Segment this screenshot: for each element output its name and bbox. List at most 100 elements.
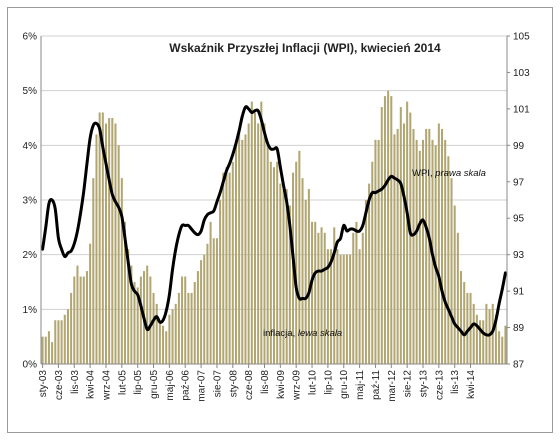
inflation-bar [421, 139, 425, 364]
inflation-bar [406, 101, 409, 364]
inflation-bar [238, 128, 241, 364]
inflation-bar [231, 161, 234, 364]
inflation-bar [101, 112, 104, 364]
inflation-bar [494, 314, 497, 364]
inflation-bar [89, 243, 92, 364]
inflation-bar [212, 238, 215, 364]
inflation-bar [123, 221, 127, 364]
inflation-bar [241, 139, 244, 364]
left-tick-label: 0% [23, 360, 38, 371]
inflation-bar [66, 309, 69, 364]
inflation-bar [333, 227, 336, 364]
inflation-bar [272, 167, 276, 364]
inflation-bar [177, 292, 180, 364]
inflation-bar [504, 325, 507, 364]
inflation-bar [434, 145, 437, 364]
inflation-bar [482, 320, 485, 364]
left-axis-ticks: 0% 1% 2% 3% 4% 5% 6% [23, 32, 38, 371]
inflation-bar [361, 232, 364, 364]
x-tick-label: mar-12 [387, 370, 398, 402]
x-tick-label: sie-07 [212, 370, 223, 398]
inflation-bar [257, 123, 260, 364]
right-tick-label: 93 [513, 250, 525, 261]
inflation-bar [260, 101, 263, 364]
chart-title: Wskaźnik Przyszłej Inflacji (WPI), kwiec… [169, 41, 441, 55]
inflation-bar [253, 112, 256, 364]
wpi-annotation: WPI, prawa skala [412, 168, 486, 179]
inflation-bar [463, 282, 466, 364]
inflation-bar [174, 303, 177, 364]
inflation-bar [47, 331, 50, 364]
x-tick-label: sty-08 [228, 370, 239, 398]
inflation-bar [168, 314, 171, 364]
inflation-bar [127, 249, 130, 364]
x-tick-label: lut-05 [117, 370, 128, 395]
inflation-bar [219, 200, 222, 364]
inflation-bar [374, 139, 377, 364]
inflation-bar [383, 96, 386, 364]
right-tick-label: 103 [513, 68, 530, 79]
x-tick-label: lip-10 [323, 370, 334, 395]
inflation-bar [501, 336, 504, 364]
inflation-bar [390, 96, 393, 364]
inflation-bar [190, 292, 193, 364]
left-tick-label: 4% [23, 141, 38, 152]
inflation-bar [130, 265, 133, 364]
inflation-bar [165, 331, 168, 364]
chart-frame: 0% 1% 2% 3% 4% 5% 6% 87 89 91 93 95 97 99 101 103 105 s… [7, 7, 553, 433]
inflation-bar [104, 123, 107, 364]
inflation-bar [114, 123, 117, 364]
left-tick-label: 6% [23, 32, 38, 43]
inflation-bars [41, 90, 507, 365]
x-tick-label: gru-10 [339, 370, 350, 399]
inflation-bar [200, 260, 203, 364]
x-tick-label: kwi-14 [466, 370, 477, 399]
left-tick-label: 2% [23, 250, 38, 261]
inflation-annotation-scale: lewa skala [298, 328, 342, 339]
x-tick-label: lip-05 [133, 370, 144, 395]
x-tick-label: cze-03 [54, 370, 65, 400]
inflation-bar [193, 282, 196, 364]
inflation-bar [450, 178, 453, 364]
inflation-bar [311, 221, 314, 364]
left-tick-label: 1% [23, 305, 38, 316]
inflation-bar [301, 178, 304, 364]
inflation-bar [162, 325, 165, 364]
x-tick-label: lis-08 [260, 370, 271, 394]
inflation-bar [139, 276, 142, 364]
inflation-bar [441, 128, 444, 364]
wpi-line-group [41, 105, 507, 337]
inflation-bar [146, 265, 149, 364]
inflation-bar [336, 249, 339, 364]
inflation-bar [149, 276, 152, 364]
inflation-bar [209, 221, 212, 364]
x-tick-label: kwi-04 [86, 370, 97, 399]
inflation-bar [304, 200, 307, 364]
inflation-bar [44, 336, 47, 364]
inflation-bar [85, 271, 88, 364]
inflation-bar [215, 238, 218, 364]
inflation-bar [412, 128, 415, 364]
inflation-bar [136, 287, 139, 364]
inflation-bar [456, 232, 459, 364]
x-tick-label: gru-05 [149, 370, 160, 399]
inflation-bar [108, 118, 111, 364]
right-tick-label: 99 [513, 141, 525, 152]
x-tick-label: sie-12 [403, 370, 414, 398]
inflation-bar [314, 221, 317, 364]
inflation-bar [295, 161, 298, 364]
inflation-bar [415, 139, 418, 364]
right-tick-label: 91 [513, 287, 525, 298]
x-tick-label: maj-06 [165, 370, 176, 401]
inflation-bar [92, 178, 95, 364]
x-tick-label: lis-13 [450, 370, 461, 394]
inflation-bar [475, 314, 478, 364]
inflation-bar [206, 243, 209, 364]
inflation-bar [57, 320, 60, 364]
inflation-bar [133, 282, 136, 364]
inflation-bar [326, 249, 329, 364]
right-tick-label: 97 [513, 177, 525, 188]
right-tick-label: 105 [513, 32, 530, 43]
inflation-bar [409, 112, 412, 364]
inflation-bar [54, 320, 57, 364]
